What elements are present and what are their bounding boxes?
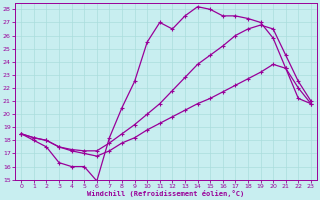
X-axis label: Windchill (Refroidissement éolien,°C): Windchill (Refroidissement éolien,°C) [87, 190, 245, 197]
